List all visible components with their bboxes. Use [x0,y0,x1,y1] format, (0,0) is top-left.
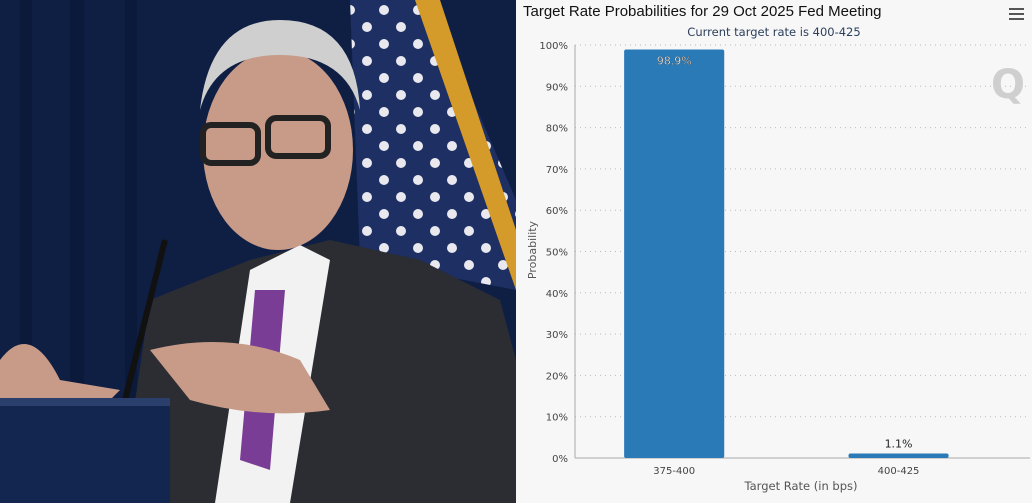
y-tick-label: 100% [539,41,568,52]
bar-chart: 0% 10% 20% 30% 40% 50% 60% 70% 80% 90% 100% 375-40… [526,41,1030,493]
y-tick-label: 60% [546,206,568,217]
y-tick-label: 80% [546,124,568,135]
x-tick-label: 375-400 [653,466,695,477]
y-axis-label: Probability [526,220,539,279]
bar-400-425 [848,453,949,458]
data-label: 98.9% [657,55,692,68]
chart-panel: Target Rate Probabilities for 29 Oct 202… [516,0,1032,503]
y-tick-label: 50% [546,248,568,259]
chart-subtitle: Current target rate is 400-425 [687,25,861,39]
chart-menu-button[interactable] [1009,8,1024,23]
y-tick-label: 90% [546,82,568,93]
x-axis-label: Target Rate (in bps) [744,479,858,493]
data-label: 1.1% [885,437,913,450]
y-tick-label: 20% [546,371,568,382]
speaker-photo [0,0,516,503]
y-tick-label: 30% [546,330,568,341]
bar-375-400 [624,49,725,458]
speaker-photo-illustration [0,0,516,503]
chart-title: Target Rate Probabilities for 29 Oct 202… [523,3,882,20]
y-tick-label: 40% [546,289,568,300]
y-tick-label: 0% [552,454,568,465]
y-tick-label: 10% [546,413,568,424]
x-tick-label: 400-425 [878,466,920,477]
y-tick-label: 70% [546,165,568,176]
watermark-q-logo: Q [991,62,1025,108]
